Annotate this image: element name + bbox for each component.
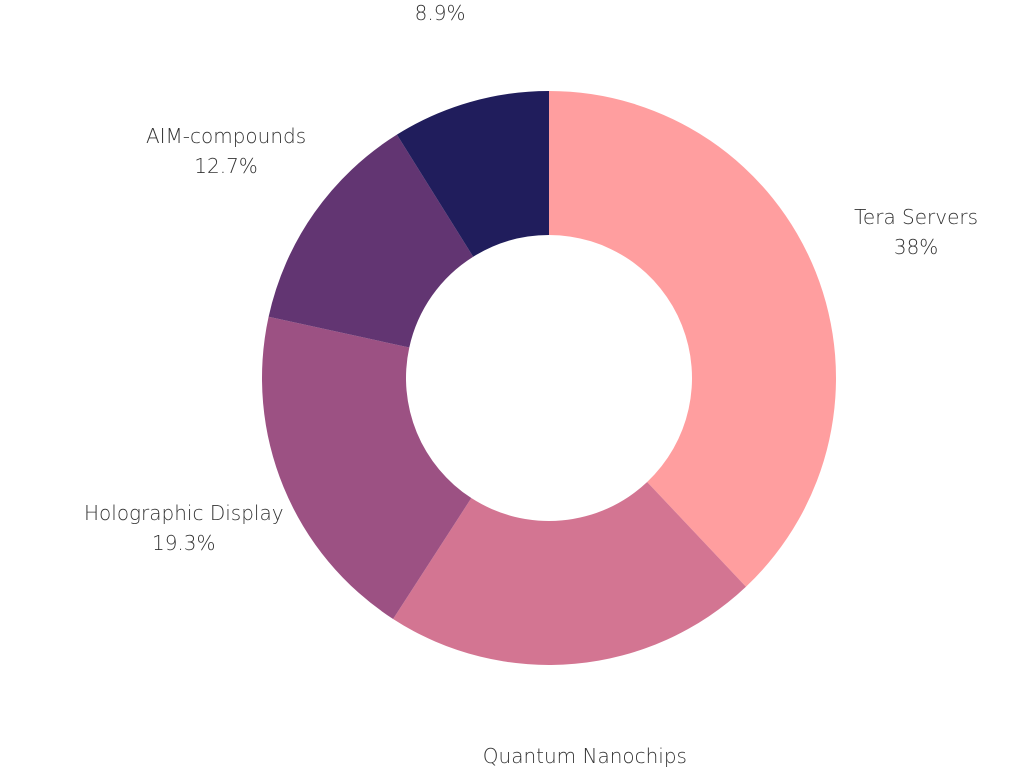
slice-implants — [396, 91, 549, 257]
slice-value: 8.9% — [414, 1, 466, 26]
slice-label-tera-servers: Tera Servers 38% — [854, 202, 978, 262]
slice-name: Quantum Nanochips — [482, 744, 687, 768]
slice-name: Tera Servers — [854, 205, 979, 230]
slice-value: 38% — [893, 235, 939, 260]
slice-quantum-nanochips — [393, 482, 746, 665]
slice-aim-compounds — [268, 134, 474, 348]
slice-holographic-display — [262, 316, 472, 619]
slice-tera-servers — [549, 91, 837, 587]
slice-value: 12.7% — [194, 153, 258, 178]
slice-name: Holographic Display — [83, 501, 284, 526]
slice-value: 19.3% — [151, 531, 216, 556]
slice-label-quantum-nanochips: Quantum Nanochips21.2% — [483, 741, 687, 768]
slice-label-implants: Implants8.9% — [397, 0, 484, 28]
slice-name: AIM-compounds — [145, 123, 307, 148]
slice-label-holographic-display: Holographic Display 19.3% — [84, 498, 284, 558]
slice-label-aim-compounds: AIM-compounds 12.7% — [146, 121, 306, 181]
